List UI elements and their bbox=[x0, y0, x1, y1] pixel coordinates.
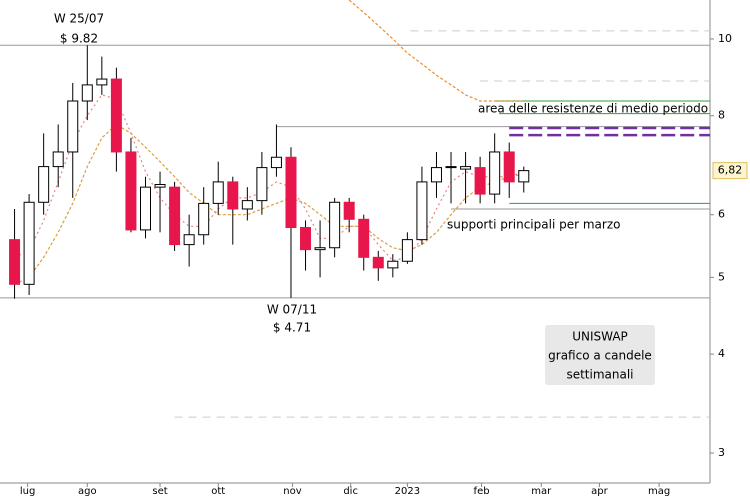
info-text: UNISWAP bbox=[572, 330, 628, 344]
x-tick-label: ago bbox=[78, 486, 97, 497]
x-tick-label: lug bbox=[20, 486, 35, 497]
candle-body bbox=[474, 167, 486, 195]
candle-body bbox=[67, 100, 79, 153]
candle-body bbox=[212, 181, 224, 204]
candle-body bbox=[183, 234, 195, 246]
candle-body bbox=[445, 166, 457, 169]
candle-body bbox=[96, 78, 108, 86]
candle-body bbox=[256, 167, 268, 202]
candle-body bbox=[372, 256, 384, 269]
annotation: area delle resistenze di medio periodo bbox=[478, 102, 708, 116]
candle-body bbox=[125, 151, 137, 231]
x-tick-label: set bbox=[152, 486, 167, 497]
x-tick-label: ott bbox=[211, 486, 225, 497]
x-tick-label: 2023 bbox=[395, 486, 420, 497]
candle-body bbox=[169, 186, 181, 246]
x-tick-label: mar bbox=[531, 486, 552, 497]
annotation: $ 9.82 bbox=[60, 32, 98, 46]
x-tick-label: feb bbox=[474, 486, 490, 497]
x-tick-label: dic bbox=[343, 486, 358, 497]
y-tick-label: 10 bbox=[718, 32, 732, 45]
candle-body bbox=[38, 166, 50, 203]
candle-body bbox=[154, 184, 166, 188]
annotation: $ 4.71 bbox=[273, 321, 311, 335]
candle-body bbox=[314, 247, 326, 251]
candle-body bbox=[503, 151, 515, 183]
moving-average bbox=[348, 0, 524, 102]
candle-body bbox=[489, 151, 501, 195]
x-tick-label: apr bbox=[591, 486, 608, 497]
x-tick-label: mag bbox=[648, 486, 670, 497]
y-tick-label: 5 bbox=[718, 270, 725, 283]
candle-body bbox=[430, 167, 442, 183]
moving-average bbox=[14, 94, 524, 262]
annotation: supporti principali per marzo bbox=[447, 218, 620, 232]
candle-body bbox=[9, 239, 21, 285]
candle-body bbox=[387, 260, 399, 269]
candle-body bbox=[358, 218, 370, 258]
y-tick-label: 4 bbox=[718, 347, 725, 360]
candle-body bbox=[241, 200, 253, 210]
candle-body bbox=[343, 201, 355, 220]
candle-body bbox=[139, 186, 151, 231]
annotation: W 07/11 bbox=[267, 303, 317, 317]
candle-body bbox=[270, 156, 282, 169]
candle-body bbox=[416, 181, 428, 241]
candle-body bbox=[81, 84, 93, 102]
y-tick-label: 8 bbox=[718, 109, 725, 122]
candle-body bbox=[23, 201, 35, 285]
candle-body bbox=[285, 156, 297, 229]
x-tick-label: nov bbox=[283, 486, 301, 497]
last-price-label: 6,82 bbox=[718, 164, 743, 177]
candle-body bbox=[52, 151, 64, 168]
info-text: settimanali bbox=[566, 368, 633, 382]
y-tick-label: 6 bbox=[718, 208, 725, 221]
y-tick-label: 3 bbox=[718, 446, 725, 459]
candle-body bbox=[300, 227, 312, 251]
candle-body bbox=[227, 181, 239, 210]
annotation: W 25/07 bbox=[54, 12, 104, 26]
last-price-box bbox=[712, 162, 748, 180]
info-box bbox=[545, 325, 655, 385]
info-text: grafico a candele bbox=[548, 349, 652, 363]
candle-body bbox=[460, 166, 472, 170]
candle-body bbox=[110, 78, 122, 153]
candle-body bbox=[401, 239, 413, 262]
candle-body bbox=[198, 202, 210, 236]
moving-average bbox=[14, 123, 524, 285]
candle-body bbox=[329, 201, 341, 249]
candle-body bbox=[518, 170, 530, 183]
